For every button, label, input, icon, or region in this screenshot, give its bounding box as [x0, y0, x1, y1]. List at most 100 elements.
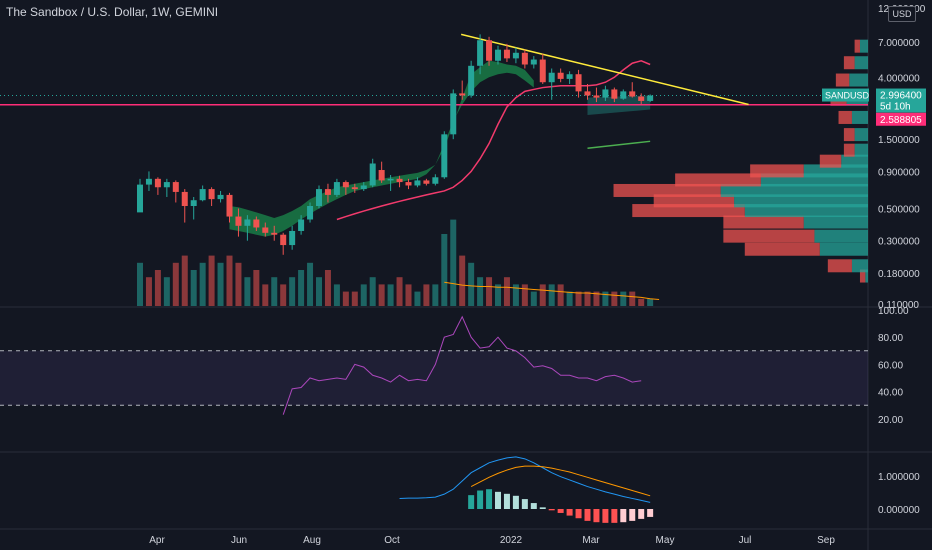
macd-signal-line — [470, 465, 651, 497]
price-axis[interactable]: 0.110000 0.180000 0.300000 0.500000 0.900000… — [822, 4, 926, 516]
macd-histogram-bar — [584, 509, 591, 521]
support-badge — [876, 112, 926, 126]
volume-bar — [208, 255, 215, 306]
candle — [629, 82, 636, 98]
price-tick-label: 7.000000 — [878, 38, 920, 49]
currency-button[interactable]: USD — [888, 6, 916, 22]
profile-bar-down — [843, 128, 855, 142]
volume-bar — [369, 277, 376, 306]
macd-histogram-bar — [602, 509, 609, 523]
candle — [226, 192, 233, 223]
macd-histogram-bar — [539, 507, 546, 509]
volume-bar — [387, 284, 394, 306]
volume-bar — [342, 291, 349, 306]
ema-line — [336, 59, 651, 221]
candle — [137, 178, 143, 213]
profile-bar-down — [859, 269, 866, 283]
volume-bar — [244, 277, 251, 306]
candle-body — [289, 230, 296, 246]
symbol-badge-label: SANDUSD — [825, 91, 870, 101]
candle-body — [584, 91, 591, 96]
candle-body — [378, 170, 385, 181]
candle — [280, 232, 287, 255]
macd-histogram-bar — [512, 495, 519, 509]
volume-bar — [307, 262, 314, 306]
volume-bar — [486, 277, 493, 306]
volume-bar — [629, 291, 636, 306]
volume-bar — [495, 284, 501, 306]
profile-bar-up — [854, 143, 868, 157]
candle — [298, 215, 305, 235]
candle-body — [602, 89, 609, 98]
macd-pane[interactable] — [399, 456, 654, 523]
candle-body — [495, 49, 501, 61]
candle-body — [181, 191, 188, 207]
candle — [611, 87, 618, 103]
profile-bar-up — [859, 39, 868, 53]
profile-bar-down — [854, 39, 860, 53]
candle-body — [405, 182, 412, 186]
profile-bar-up — [851, 110, 868, 124]
candle — [459, 80, 466, 100]
volume-bar — [566, 291, 573, 306]
macd-histogram-bar — [593, 509, 600, 523]
candle-body — [253, 219, 260, 228]
volume-bar — [450, 219, 457, 306]
volume-bar — [181, 255, 188, 306]
rsi-tick-label: 40.00 — [878, 388, 903, 399]
candle — [495, 45, 501, 65]
candle — [647, 94, 654, 103]
profile-bar-down — [843, 143, 855, 157]
candle-body — [557, 72, 564, 79]
volume-bar — [154, 270, 161, 306]
profile-bar-up — [865, 269, 868, 283]
candlestick-series[interactable] — [137, 34, 654, 255]
volume-bar — [217, 262, 224, 306]
candle — [181, 189, 188, 223]
profile-bar-down — [723, 215, 804, 229]
candle — [145, 171, 152, 191]
volume-bar — [477, 277, 484, 306]
profile-bar-down — [835, 73, 850, 87]
price-badge-countdown: 5d 10h — [880, 102, 911, 113]
projection-lower-line — [587, 140, 651, 149]
macd-histogram-bar — [503, 493, 510, 509]
candle-body — [190, 200, 197, 207]
volume-bar — [459, 255, 466, 306]
volume-bar — [647, 298, 654, 306]
rsi-pane[interactable] — [0, 315, 868, 415]
time-tick-label: Mar — [582, 535, 600, 546]
volume-bar — [298, 270, 305, 306]
time-tick-label: Oct — [384, 535, 400, 546]
volume-bar — [351, 291, 358, 306]
time-axis[interactable]: Apr Jun Aug Oct 2022 Mar May Jul Sep — [149, 535, 835, 546]
price-badge — [876, 88, 926, 113]
candle-body — [530, 59, 537, 65]
candle-body — [351, 187, 358, 190]
candle-body — [208, 189, 215, 200]
time-tick-label: Aug — [303, 535, 321, 546]
profile-bar-up — [854, 56, 868, 70]
volume-bar — [432, 284, 439, 306]
profile-bar-down — [613, 183, 721, 197]
profile-bar-up — [720, 183, 868, 197]
candle-body — [503, 49, 510, 59]
volume-bar — [503, 277, 510, 306]
macd-histogram-bar — [566, 509, 573, 516]
volume-bar — [441, 234, 448, 306]
macd-histogram-bar — [530, 503, 537, 509]
candle — [468, 60, 475, 98]
candle — [369, 158, 376, 188]
volume-bar — [611, 291, 618, 306]
time-tick-label: Sep — [817, 535, 835, 546]
profile-bar-down — [723, 229, 815, 243]
time-tick-label: Jul — [739, 535, 752, 546]
macd-histogram-bar — [468, 495, 475, 509]
profile-bar-down — [819, 154, 842, 168]
volume-bar — [280, 284, 287, 306]
macd-histogram-bar — [495, 491, 501, 509]
profile-bar-up — [803, 215, 868, 229]
candle-body — [593, 95, 600, 98]
candle — [432, 174, 439, 186]
